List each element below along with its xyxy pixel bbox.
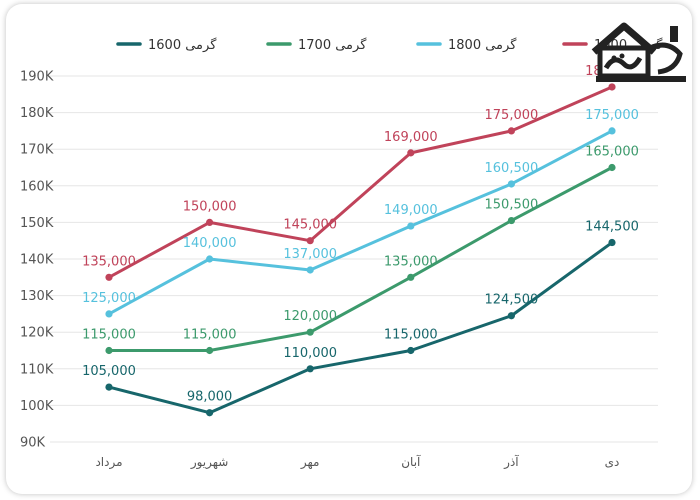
x-tick-label: مرداد (95, 455, 122, 470)
data-label: 125,000 (82, 291, 136, 306)
data-label: 115,000 (384, 328, 438, 343)
data-label: 140,000 (183, 236, 237, 251)
legend-label: گرمی 1700 (298, 37, 367, 53)
series-lines (105, 83, 616, 417)
data-point (105, 383, 113, 391)
data-label: 175,000 (585, 108, 639, 123)
x-tick-label: آذر (503, 454, 519, 470)
y-tick-label: 150K (20, 216, 54, 231)
data-label: 135,000 (82, 254, 136, 269)
data-label: 135,000 (384, 254, 438, 269)
data-label: 150,000 (183, 199, 237, 214)
data-point (105, 346, 113, 355)
data-point (507, 312, 515, 320)
legend-label: گرمی 1600 (148, 37, 217, 53)
x-axis-ticks: مرداد شهریور مهر آبان آذر دی (95, 454, 619, 470)
data-point (306, 365, 314, 373)
data-label: 120,000 (283, 309, 337, 324)
y-tick-label: 120K (20, 326, 54, 341)
series-line (107, 241, 614, 415)
data-label: 150,500 (485, 198, 539, 213)
x-tick-label: آبان (401, 454, 421, 469)
y-tick-label: 180K (20, 106, 54, 121)
data-point (105, 273, 113, 281)
data-label: 149,000 (384, 203, 438, 218)
x-tick-label: دی (605, 455, 620, 469)
data-label: 165,000 (585, 145, 639, 160)
data-label: 145,000 (283, 218, 337, 233)
series-3 (105, 127, 616, 318)
legend-item-1: گرمی 1600 (116, 37, 217, 53)
data-point (608, 83, 616, 91)
data-point (407, 346, 415, 355)
series-line (107, 129, 614, 316)
data-point (105, 310, 113, 318)
series-line (107, 85, 614, 279)
series-2 (105, 163, 616, 355)
data-label: 144,500 (585, 220, 639, 235)
data-point (306, 328, 314, 336)
data-point (608, 127, 616, 135)
y-tick-label: 160K (20, 179, 54, 194)
data-point (407, 273, 415, 281)
data-point (206, 346, 214, 355)
y-tick-label: 190K (20, 70, 54, 85)
data-label: 115,000 (82, 328, 136, 343)
y-tick-label: 140K (20, 253, 54, 268)
y-tick-label: 130K (20, 289, 54, 304)
data-label: 169,000 (384, 130, 438, 145)
data-point (206, 218, 214, 226)
data-point (507, 180, 515, 188)
data-point (507, 127, 515, 135)
house-logo-icon (591, 22, 686, 82)
data-point (306, 237, 314, 245)
y-tick-label: 110K (20, 362, 54, 377)
series-line (107, 166, 614, 352)
data-label: 175,000 (485, 108, 539, 123)
data-point (206, 255, 214, 263)
y-tick-label: 100K (20, 399, 54, 414)
series-1 (105, 238, 616, 417)
data-label: 124,500 (485, 293, 539, 308)
data-point (306, 266, 314, 274)
legend-item-2: گرمی 1700 (266, 37, 367, 53)
legend-item-3: گرمی 1800 (416, 37, 517, 53)
data-label: 160,500 (485, 161, 539, 176)
data-label: 105,000 (82, 364, 136, 379)
data-label: 115,000 (183, 328, 237, 343)
data-point (206, 409, 214, 417)
chart-card: 90K 100K 110K 120K 130K 140K 150K 160K 170K 180K 1… (6, 4, 692, 494)
data-label: 98,000 (187, 390, 233, 405)
data-label: 137,000 (283, 247, 337, 262)
data-point (407, 222, 415, 230)
x-tick-label: شهریور (190, 455, 229, 470)
data-point (608, 163, 616, 172)
data-point (608, 238, 616, 247)
y-axis-ticks: 90K 100K 110K 120K 130K 140K 150K 160K 170K 180K 1… (20, 70, 54, 451)
data-point (507, 216, 515, 225)
legend-label: گرمی 1800 (448, 37, 517, 53)
x-tick-label: مهر (300, 455, 320, 470)
y-tick-label: 90K (20, 436, 46, 451)
data-point (407, 149, 415, 157)
data-labels: 105,000 98,000 110,000 115,000 124,500 144,50… (82, 64, 639, 405)
y-tick-label: 170K (20, 143, 54, 158)
series-4 (105, 83, 616, 281)
data-label: 110,000 (283, 346, 337, 361)
